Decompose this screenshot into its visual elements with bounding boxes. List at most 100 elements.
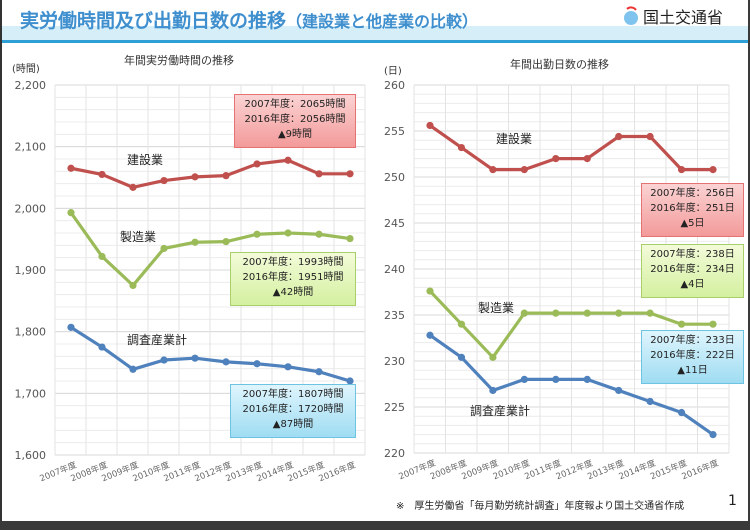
data-point (346, 234, 354, 243)
annotation-line: ▲4日 (680, 279, 705, 290)
y-tick-label: 1,900 (15, 264, 47, 277)
left-label-manufacturing: 製造業 (120, 230, 157, 244)
series-line (70, 158, 350, 189)
data-point (346, 377, 354, 385)
left-annotation-construction: 2007年度：2065時間 2016年度：2056時間 ▲9時間 (234, 94, 356, 148)
annotation-line: ▲9時間 (277, 129, 313, 140)
y-tick-label: 245 (384, 217, 405, 230)
right-annotation-all: 2007年度：233日 2016年度：222日 ▲11日 (641, 330, 744, 384)
data-point (520, 375, 528, 383)
y-tick-label: 220 (384, 447, 405, 460)
data-point (160, 176, 168, 185)
data-point (646, 309, 654, 317)
left-annotation-manufacturing: 2007年度：1993時間 2016年度：1951時間 ▲42時間 (230, 252, 356, 306)
data-point (646, 132, 654, 141)
right-y-unit: (日) (384, 66, 402, 77)
page-number: 1 (728, 493, 737, 509)
data-point (646, 397, 654, 406)
y-tick-label: 260 (384, 79, 405, 92)
y-tick-label: 235 (384, 309, 405, 322)
left-label-construction: 建設業 (127, 153, 164, 167)
series-line (428, 289, 713, 359)
right-label-manufacturing: 製造業 (478, 301, 515, 315)
data-point (552, 155, 560, 163)
data-point (315, 170, 323, 178)
y-tick-label: 240 (384, 263, 405, 276)
data-point (191, 354, 199, 362)
data-point (315, 230, 323, 238)
data-point (160, 356, 168, 364)
data-point (222, 172, 230, 180)
source-note: ※ 厚生労働省「毎月勤労統計調査」年度報より国土交通省作成 (396, 501, 685, 512)
series-line (429, 124, 713, 172)
data-point (191, 238, 199, 246)
data-point (253, 230, 261, 238)
data-point (583, 375, 591, 383)
right-chart-title: 年間出勤日数の推移 (510, 58, 609, 71)
annotation-line: 2007年度：1807時間 (242, 389, 344, 400)
data-point (677, 320, 686, 328)
annotation-line: ▲11日 (677, 365, 708, 376)
data-point (67, 323, 75, 331)
series-line (69, 211, 351, 288)
data-point (583, 155, 591, 163)
annotation-line: 2016年度：234日 (650, 264, 735, 275)
annotation-line: ▲87時間 (272, 419, 314, 430)
data-point (457, 143, 466, 152)
data-point (457, 320, 466, 328)
page-title: 実労働時間及び出勤日数の推移（建設業と他産業の比較） (20, 6, 478, 33)
annotation-line: 2016年度：2056時間 (244, 114, 346, 125)
data-point (677, 408, 686, 417)
annotation-line: 2016年度：222日 (650, 350, 735, 361)
mlit-logo-icon (624, 6, 638, 25)
data-point (98, 343, 106, 351)
y-tick-label: 2,100 (15, 141, 47, 154)
left-chart-title: 年間実労働時間の推移 (124, 54, 234, 67)
data-point (315, 368, 323, 376)
data-point (284, 156, 292, 164)
series-line (70, 326, 351, 383)
y-tick-label: 250 (384, 171, 405, 184)
header-rule (2, 40, 748, 43)
data-point (552, 375, 560, 383)
left-label-all: 調査産業計 (127, 333, 188, 347)
right-label-construction: 建設業 (496, 132, 533, 146)
left-annotation-all: 2007年度：1807時間 2016年度：1720時間 ▲87時間 (230, 384, 356, 438)
y-tick-label: 255 (384, 125, 405, 138)
data-point (160, 244, 168, 253)
data-point (709, 166, 717, 174)
data-point (284, 229, 292, 237)
y-tick-label: 1,600 (15, 449, 47, 462)
data-point (426, 287, 434, 295)
right-annotation-construction: 2007年度：256日 2016年度：251日 ▲5日 (641, 183, 744, 237)
data-point (98, 170, 106, 179)
data-point (98, 252, 106, 261)
data-point (709, 431, 717, 439)
data-point (489, 353, 497, 361)
annotation-line: 2007年度：233日 (650, 335, 735, 346)
series-line (429, 333, 714, 436)
data-point (615, 132, 623, 141)
annotation-line: 2007年度：1993時間 (242, 257, 344, 268)
x-tick-label: 2016年度 (680, 457, 720, 482)
title-main: 実労働時間及び出勤日数の推移 (20, 10, 287, 32)
annotation-line: ▲42時間 (272, 287, 314, 298)
title-sub: （建設業と他産業の比較） (286, 12, 479, 31)
data-point (191, 173, 199, 181)
right-label-all: 調査産業計 (470, 404, 531, 418)
data-point (253, 360, 261, 368)
logo: 国土交通省 (622, 4, 723, 28)
data-point (284, 363, 292, 371)
data-point (489, 386, 497, 395)
data-point (520, 309, 528, 317)
right-annotation-manufacturing: 2007年度：238日 2016年度：234日 ▲4日 (641, 244, 744, 298)
data-point (346, 170, 354, 178)
data-point (67, 209, 75, 217)
data-point (129, 281, 137, 290)
y-tick-label: 2,000 (15, 202, 47, 215)
annotation-line: ▲5日 (680, 218, 705, 229)
data-point (583, 309, 591, 317)
data-point (615, 309, 623, 317)
data-point (426, 121, 434, 130)
